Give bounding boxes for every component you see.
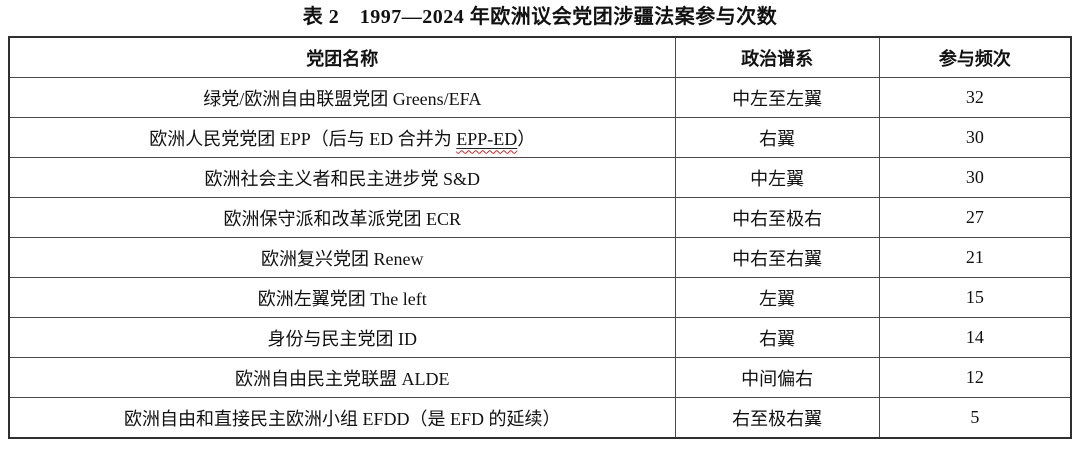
table-row: 绿党/欧洲自由联盟党团 Greens/EFA 中左至左翼 32	[8, 77, 1072, 118]
spectrum-cell: 右至极右翼	[674, 397, 880, 439]
frequency-cell: 30	[878, 117, 1072, 158]
spectrum-cell: 右翼	[674, 317, 880, 358]
spectrum-cell: 左翼	[674, 277, 880, 318]
frequency-cell: 21	[878, 237, 1072, 278]
party-name-cell: 欧洲人民党党团 EPP（后与 ED 合并为 EPP-ED）	[8, 117, 676, 158]
frequency-cell: 27	[878, 197, 1072, 238]
frequency-cell: 5	[878, 397, 1072, 439]
party-name-cell: 绿党/欧洲自由联盟党团 Greens/EFA	[8, 77, 676, 118]
party-name-cell: 欧洲保守派和改革派党团 ECR	[8, 197, 676, 238]
table-row: 欧洲复兴党团 Renew 中右至右翼 21	[8, 237, 1072, 278]
party-name-text: 欧洲人民党党团 EPP（后与 ED 合并为	[149, 128, 457, 149]
frequency-cell: 32	[878, 77, 1072, 118]
table-header-row: 党团名称 政治谱系 参与频次	[8, 36, 1072, 78]
spellcheck-marked-text: EPP-ED	[456, 128, 518, 149]
table-row: 欧洲保守派和改革派党团 ECR 中右至极右 27	[8, 197, 1072, 238]
spectrum-cell: 中左至左翼	[674, 77, 880, 118]
frequency-cell: 30	[878, 157, 1072, 198]
table-title: 表 2 1997—2024 年欧洲议会党团涉疆法案参与次数	[302, 6, 778, 28]
party-name-cell: 身份与民主党团 ID	[8, 317, 676, 358]
spectrum-cell: 中左翼	[674, 157, 880, 198]
table-row: 欧洲左翼党团 The left 左翼 15	[8, 277, 1072, 318]
spectrum-cell: 右翼	[674, 117, 880, 158]
party-name-cell: 欧洲社会主义者和民主进步党 S&D	[8, 157, 676, 198]
frequency-cell: 14	[878, 317, 1072, 358]
header-participation-frequency: 参与频次	[878, 36, 1072, 78]
party-name-cell: 欧洲自由民主党联盟 ALDE	[8, 357, 676, 398]
table-row: 身份与民主党团 ID 右翼 14	[8, 317, 1072, 358]
frequency-cell: 12	[878, 357, 1072, 398]
party-name-cell: 欧洲自由和直接民主欧洲小组 EFDD（是 EFD 的延续）	[8, 397, 676, 439]
spectrum-cell: 中右至右翼	[674, 237, 880, 278]
table-row: 欧洲人民党党团 EPP（后与 ED 合并为 EPP-ED） 右翼 30	[8, 117, 1072, 158]
party-name-cell: 欧洲左翼党团 The left	[8, 277, 676, 318]
party-name-cell: 欧洲复兴党团 Renew	[8, 237, 676, 278]
frequency-cell: 15	[878, 277, 1072, 318]
header-party-name: 党团名称	[8, 36, 676, 78]
spectrum-cell: 中右至极右	[674, 197, 880, 238]
table-row: 欧洲自由和直接民主欧洲小组 EFDD（是 EFD 的延续） 右至极右翼 5	[8, 397, 1072, 439]
spectrum-cell: 中间偏右	[674, 357, 880, 398]
header-political-spectrum: 政治谱系	[674, 36, 880, 78]
table-row: 欧洲社会主义者和民主进步党 S&D 中左翼 30	[8, 157, 1072, 198]
party-participation-table: 党团名称 政治谱系 参与频次 绿党/欧洲自由联盟党团 Greens/EFA 中左…	[8, 36, 1072, 439]
party-name-text: ）	[517, 128, 536, 149]
table-row: 欧洲自由民主党联盟 ALDE 中间偏右 12	[8, 357, 1072, 398]
